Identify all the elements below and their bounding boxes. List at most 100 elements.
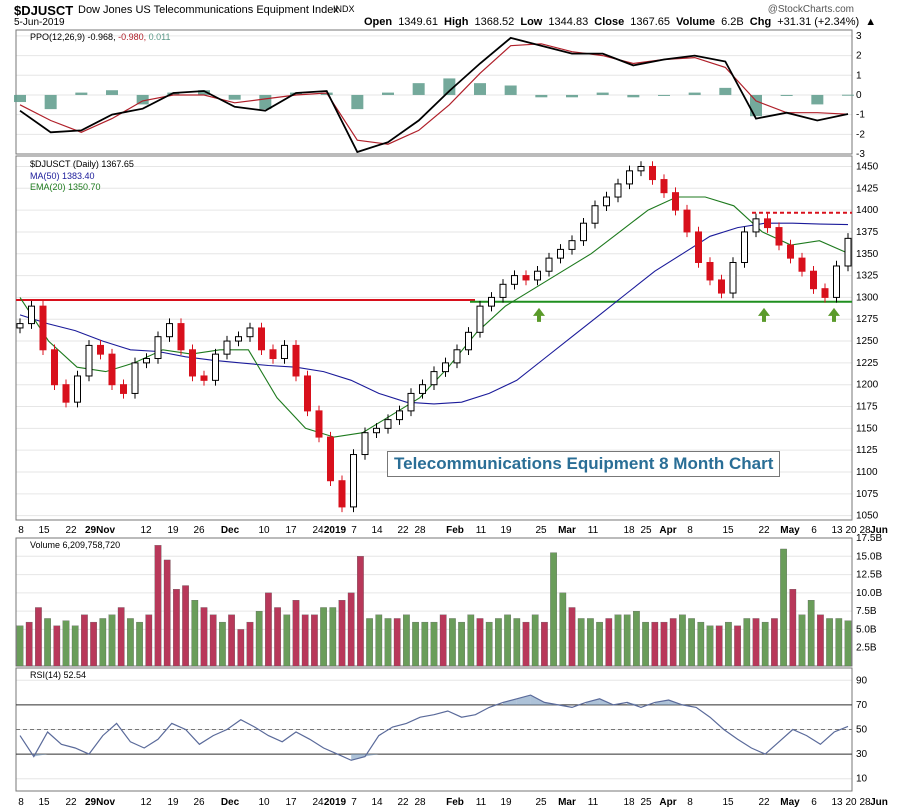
price-tick-label: 1425	[856, 183, 879, 194]
candle-body	[407, 392, 415, 412]
price-x-label: 28	[859, 525, 871, 536]
volume-bar	[771, 618, 778, 667]
ppo-histogram-bar	[198, 90, 210, 95]
volume-bar	[789, 589, 797, 667]
ppo-histogram-bar	[136, 94, 149, 105]
volume-bar	[329, 607, 337, 667]
price-x-label: 29Nov	[85, 525, 115, 536]
volume-tick-label: 17.5B	[856, 533, 882, 544]
candle-body	[672, 192, 679, 211]
volume-bar	[669, 618, 677, 667]
volume-bar	[651, 621, 659, 667]
up-arrow-icon: ▲	[865, 16, 877, 28]
high-label: High	[444, 16, 469, 28]
ema20-line	[19, 196, 849, 438]
volume-bar	[99, 618, 107, 667]
candle-body	[108, 353, 116, 386]
ppo-histogram-bar	[75, 92, 88, 95]
volume-bar	[255, 610, 263, 667]
price-x-label: 22	[65, 525, 77, 536]
ema20-legend: EMA(20) 1350.70	[30, 182, 101, 192]
rsi-x-label: 6	[811, 797, 817, 808]
volume-bar	[237, 629, 245, 667]
volume-bar	[274, 607, 281, 667]
candle-body	[821, 288, 829, 298]
price-x-label: Jun	[870, 525, 888, 536]
volume-bar	[439, 614, 447, 667]
candle-body	[212, 353, 219, 381]
candle-body	[16, 323, 24, 329]
ppo-histogram-bar	[750, 94, 762, 117]
rsi-legend: RSI(14) 52.54	[30, 670, 87, 680]
rsi-tick-label: 10	[856, 774, 868, 785]
candle-body	[338, 480, 346, 508]
price-x-label: 10	[258, 525, 270, 536]
chg-value: +31.31 (+2.34%)	[777, 16, 860, 28]
price-x-label: Mar	[558, 525, 576, 536]
volume-bar	[53, 625, 61, 667]
volume-bar	[44, 618, 51, 667]
rsi-x-label: 2019	[324, 797, 347, 808]
price-x-label: 2019	[324, 525, 347, 536]
price-x-label: Apr	[659, 525, 676, 536]
price-x-label: Feb	[446, 525, 464, 536]
volume-bar	[798, 614, 806, 667]
candle-body	[810, 270, 817, 290]
price-x-label: 15	[722, 525, 734, 536]
rsi-x-label: 8	[687, 797, 693, 808]
rsi-x-label: 28	[414, 797, 426, 808]
volume-bar	[283, 614, 291, 667]
volume-bar	[458, 621, 465, 667]
candle-body	[39, 305, 47, 351]
volume-bar	[596, 621, 603, 667]
ppo-histogram-bar	[688, 92, 701, 95]
rsi-x-label: May	[780, 797, 800, 808]
price-x-label: 20	[845, 525, 857, 536]
volume-bar	[421, 621, 429, 667]
candle-body	[787, 244, 794, 259]
price-tick-label: 1300	[856, 292, 879, 303]
watermark: @StockCharts.com	[767, 4, 854, 15]
price-tick-label: 1150	[856, 423, 878, 434]
candle-body	[97, 344, 104, 355]
candle-body	[752, 218, 760, 233]
price-tick-label: 1200	[856, 380, 879, 391]
ppo-histogram-bar	[259, 94, 272, 110]
volume-bar	[633, 610, 640, 667]
volume-legend: Volume 6,209,758,720	[30, 540, 121, 550]
volume-bar	[697, 621, 705, 667]
rsi-x-label: Jun	[870, 797, 888, 808]
symbol: $DJUSCT	[14, 3, 74, 18]
chart-header: $DJUSCT Dow Jones US Telecommunications …	[0, 0, 900, 32]
ppo-histogram-bar	[535, 94, 548, 98]
rsi-overbought-fill	[654, 699, 669, 705]
ppo-histogram-bar	[504, 85, 517, 95]
candle-body	[246, 327, 254, 338]
candle-body	[695, 231, 702, 263]
candle-body	[200, 375, 208, 381]
candle-body	[304, 375, 311, 412]
price-tick-label: 1050	[856, 511, 879, 522]
volume-bar	[301, 614, 309, 667]
rsi-x-label: Feb	[446, 797, 464, 808]
ppo-histogram-bar	[351, 94, 364, 110]
ppo-histogram-bar	[412, 83, 425, 95]
ppo-histogram-bar	[719, 87, 732, 95]
rsi-tick-label: 70	[856, 700, 868, 711]
volume-bar	[642, 621, 649, 667]
candle-body	[292, 344, 300, 377]
ppo-histogram-bar	[228, 94, 241, 100]
volume-bar	[449, 618, 456, 667]
price-tick-label: 1175	[856, 402, 878, 413]
volume-bar	[715, 625, 723, 667]
candle-body	[177, 323, 185, 351]
volume-tick-label: 2.5B	[856, 643, 877, 654]
candle-body	[166, 323, 173, 338]
volume-bar	[81, 614, 88, 667]
candle-body	[350, 454, 357, 508]
candle-body	[580, 222, 587, 242]
volume-bar	[485, 621, 493, 667]
volume-bar	[577, 618, 585, 667]
volume-bar	[320, 607, 327, 667]
volume-bar	[807, 600, 815, 667]
